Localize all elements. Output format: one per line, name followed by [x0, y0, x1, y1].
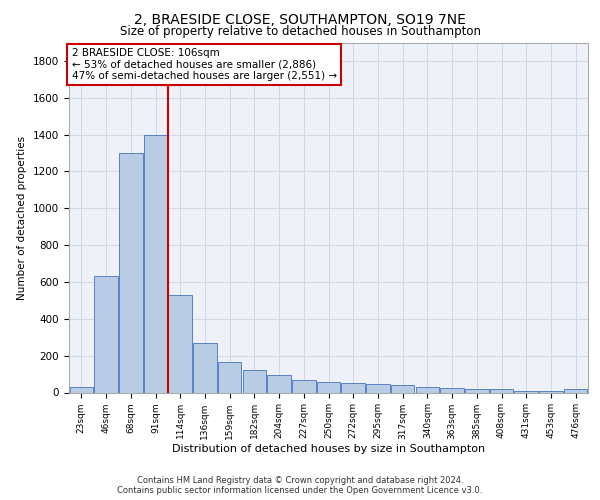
Bar — [317, 382, 340, 392]
Text: Size of property relative to detached houses in Southampton: Size of property relative to detached ho… — [119, 25, 481, 38]
Bar — [366, 384, 389, 392]
Text: Contains HM Land Registry data © Crown copyright and database right 2024.
Contai: Contains HM Land Registry data © Crown c… — [118, 476, 482, 495]
Bar — [341, 384, 365, 392]
Bar — [440, 388, 464, 392]
Bar — [144, 134, 167, 392]
Bar — [539, 391, 563, 392]
Bar — [490, 389, 513, 392]
Text: 2 BRAESIDE CLOSE: 106sqm
← 53% of detached houses are smaller (2,886)
47% of sem: 2 BRAESIDE CLOSE: 106sqm ← 53% of detach… — [71, 48, 337, 81]
Bar — [514, 390, 538, 392]
Bar — [391, 385, 415, 392]
Bar — [169, 295, 192, 392]
Bar — [242, 370, 266, 392]
Bar — [564, 389, 587, 392]
Bar — [119, 153, 143, 392]
Bar — [416, 387, 439, 392]
Bar — [268, 375, 291, 392]
Bar — [70, 387, 93, 392]
Bar — [94, 276, 118, 392]
Bar — [218, 362, 241, 392]
Bar — [193, 343, 217, 392]
Bar — [465, 389, 488, 392]
Text: 2, BRAESIDE CLOSE, SOUTHAMPTON, SO19 7NE: 2, BRAESIDE CLOSE, SOUTHAMPTON, SO19 7NE — [134, 12, 466, 26]
X-axis label: Distribution of detached houses by size in Southampton: Distribution of detached houses by size … — [172, 444, 485, 454]
Bar — [292, 380, 316, 392]
Y-axis label: Number of detached properties: Number of detached properties — [17, 136, 28, 300]
